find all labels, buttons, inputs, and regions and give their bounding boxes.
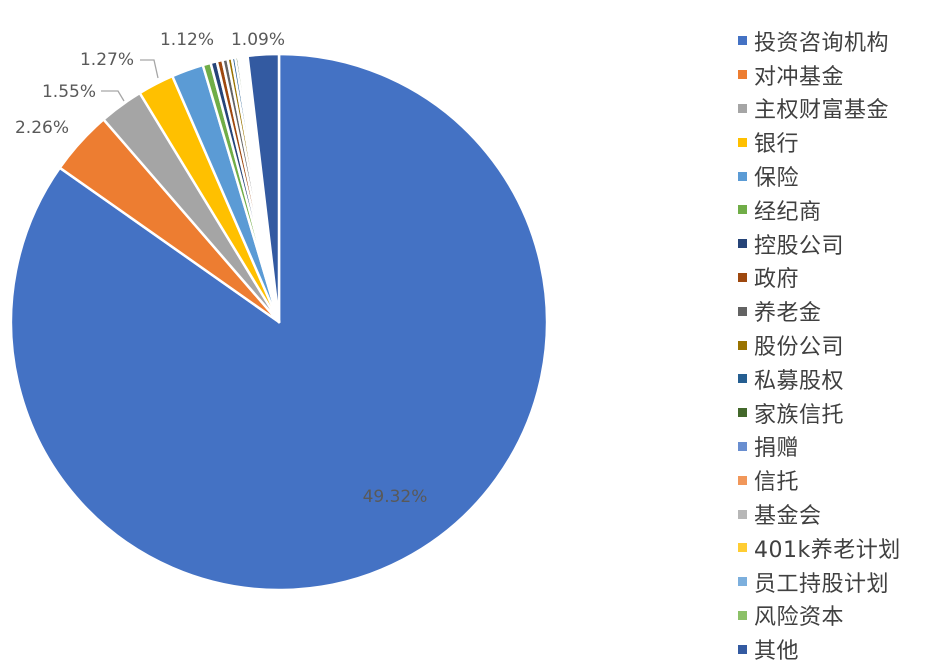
- legend-swatch: [738, 36, 747, 46]
- legend-swatch: [738, 509, 747, 519]
- legend-label: 其他: [754, 639, 800, 665]
- data-label-0: 49.32%: [363, 487, 428, 507]
- legend-swatch: [738, 577, 747, 587]
- legend-label: 基金会: [754, 504, 822, 530]
- legend-item: 银行: [738, 125, 901, 159]
- pie-slices: [9, 52, 549, 592]
- legend-label: 家族信托: [754, 402, 845, 428]
- legend-item: 风险资本: [738, 599, 901, 633]
- legend-label: 控股公司: [754, 233, 845, 259]
- legend-label: 银行: [754, 132, 800, 158]
- legend-item: 401k养老计划: [738, 531, 901, 565]
- legend-item: 股份公司: [738, 328, 901, 362]
- pie-slice-18: [246, 52, 281, 324]
- legend-label: 私募股权: [754, 368, 845, 394]
- legend-swatch: [738, 103, 747, 113]
- legend-swatch: [738, 70, 747, 80]
- data-label-4: 1.12%: [160, 30, 214, 50]
- legend-label: 股份公司: [754, 335, 845, 361]
- legend-item: 主权财富基金: [738, 92, 901, 126]
- legend-swatch: [738, 205, 747, 215]
- legend-item: 其他: [738, 632, 901, 666]
- legend-label: 风险资本: [754, 605, 845, 631]
- legend-swatch: [738, 475, 747, 485]
- legend-item: 基金会: [738, 497, 901, 531]
- legend-item: 保险: [738, 159, 901, 193]
- legend-label: 保险: [754, 166, 800, 192]
- legend: 投资咨询机构 对冲基金主权财富基金 银行保险经纪商控股公司政府养老金股份公司私募股权…: [738, 24, 901, 666]
- data-label-2: 1.55%: [42, 82, 96, 102]
- legend-label: 主权财富基金: [754, 98, 890, 124]
- legend-swatch: [738, 272, 747, 282]
- data-label-1: 2.26%: [15, 118, 69, 138]
- legend-swatch: [738, 543, 747, 553]
- legend-item: 政府: [738, 261, 901, 295]
- legend-swatch: [738, 137, 747, 147]
- legend-item: 养老金: [738, 294, 901, 328]
- legend-label: 401k养老计划: [754, 537, 901, 563]
- legend-swatch: [738, 306, 747, 316]
- legend-label: 对冲基金: [754, 64, 845, 90]
- legend-label: 养老金: [754, 301, 822, 327]
- leader-line-3: [140, 59, 159, 79]
- legend-item: 家族信托: [738, 396, 901, 430]
- legend-swatch: [738, 171, 747, 181]
- legend-label: 信托: [754, 470, 800, 496]
- legend-label: 投资咨询机构: [754, 30, 890, 56]
- legend-swatch: [738, 644, 747, 654]
- legend-item: 投资咨询机构: [738, 24, 901, 58]
- legend-label: 捐赠: [754, 436, 800, 462]
- legend-swatch: [738, 239, 747, 249]
- legend-swatch: [738, 441, 747, 451]
- legend-item: 信托: [738, 463, 901, 497]
- legend-label: 员工持股计划: [754, 571, 890, 597]
- data-labels: 49.32% 2.26% 1.55% 1.27% 1.12% 1.09%: [15, 30, 427, 507]
- legend-swatch: [738, 374, 747, 384]
- legend-label: 政府: [754, 267, 800, 293]
- legend-swatch: [738, 408, 747, 418]
- data-label-3: 1.27%: [80, 50, 134, 70]
- legend-item: 经纪商: [738, 193, 901, 227]
- legend-swatch: [738, 340, 747, 350]
- legend-item: 员工持股计划: [738, 565, 901, 599]
- legend-label: 经纪商: [754, 199, 822, 225]
- legend-swatch: [738, 610, 747, 620]
- legend-item: 控股公司: [738, 227, 901, 261]
- leader-lines: [101, 59, 159, 102]
- leader-line-2: [101, 90, 125, 102]
- legend-item: 私募股权: [738, 362, 901, 396]
- data-label-18: 1.09%: [231, 30, 285, 50]
- legend-item: 捐赠: [738, 430, 901, 464]
- legend-item: 对冲基金: [738, 58, 901, 92]
